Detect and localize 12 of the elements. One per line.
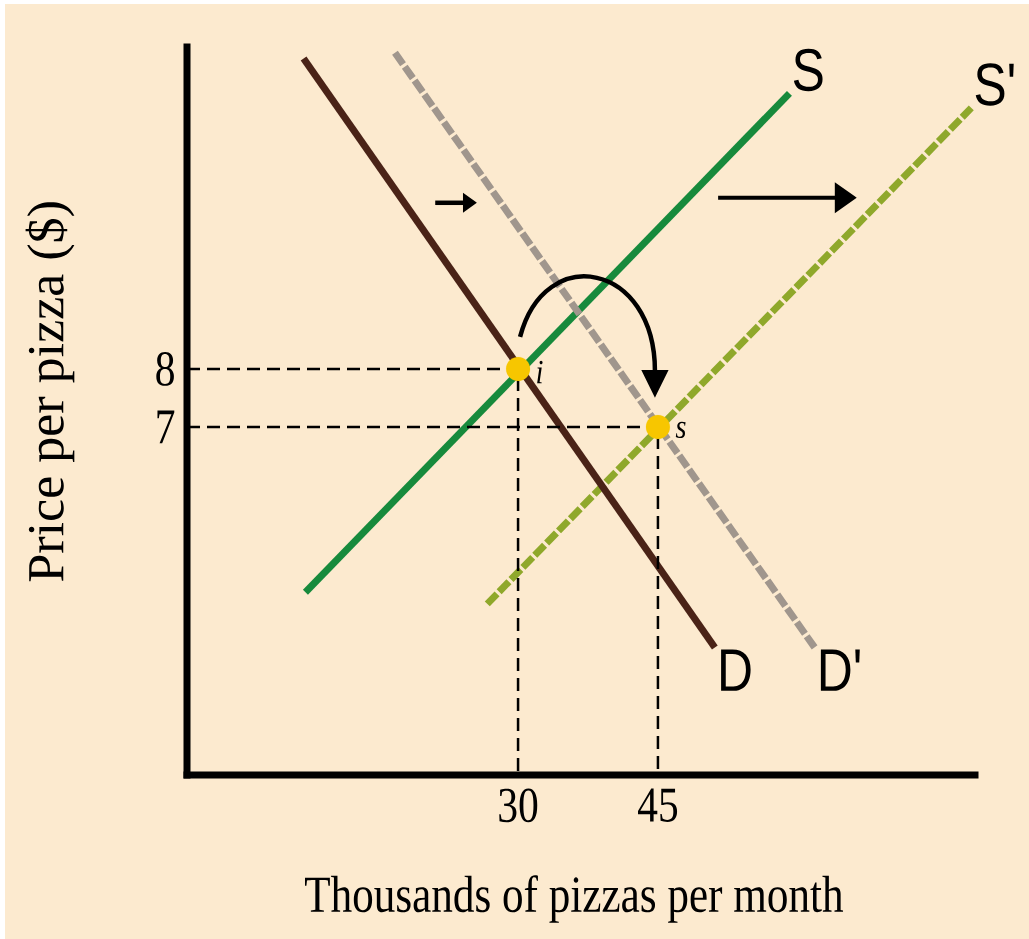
annotation: s <box>675 421 686 439</box>
y-tick-label: 7 <box>157 410 175 444</box>
y-axis-title: Price per pizza ($) <box>25 202 75 582</box>
x-tick-label: 30 <box>499 788 538 823</box>
series-label: S <box>793 48 823 92</box>
y-tick-label: 8 <box>156 352 174 386</box>
series-label: D <box>721 649 751 691</box>
x-axis-title: Thousands of pizzas per month <box>305 875 844 923</box>
x-tick-label: 45 <box>638 788 678 822</box>
series-label: S' <box>975 63 1014 106</box>
annotation: i <box>537 360 543 384</box>
series-label: D' <box>820 649 860 691</box>
